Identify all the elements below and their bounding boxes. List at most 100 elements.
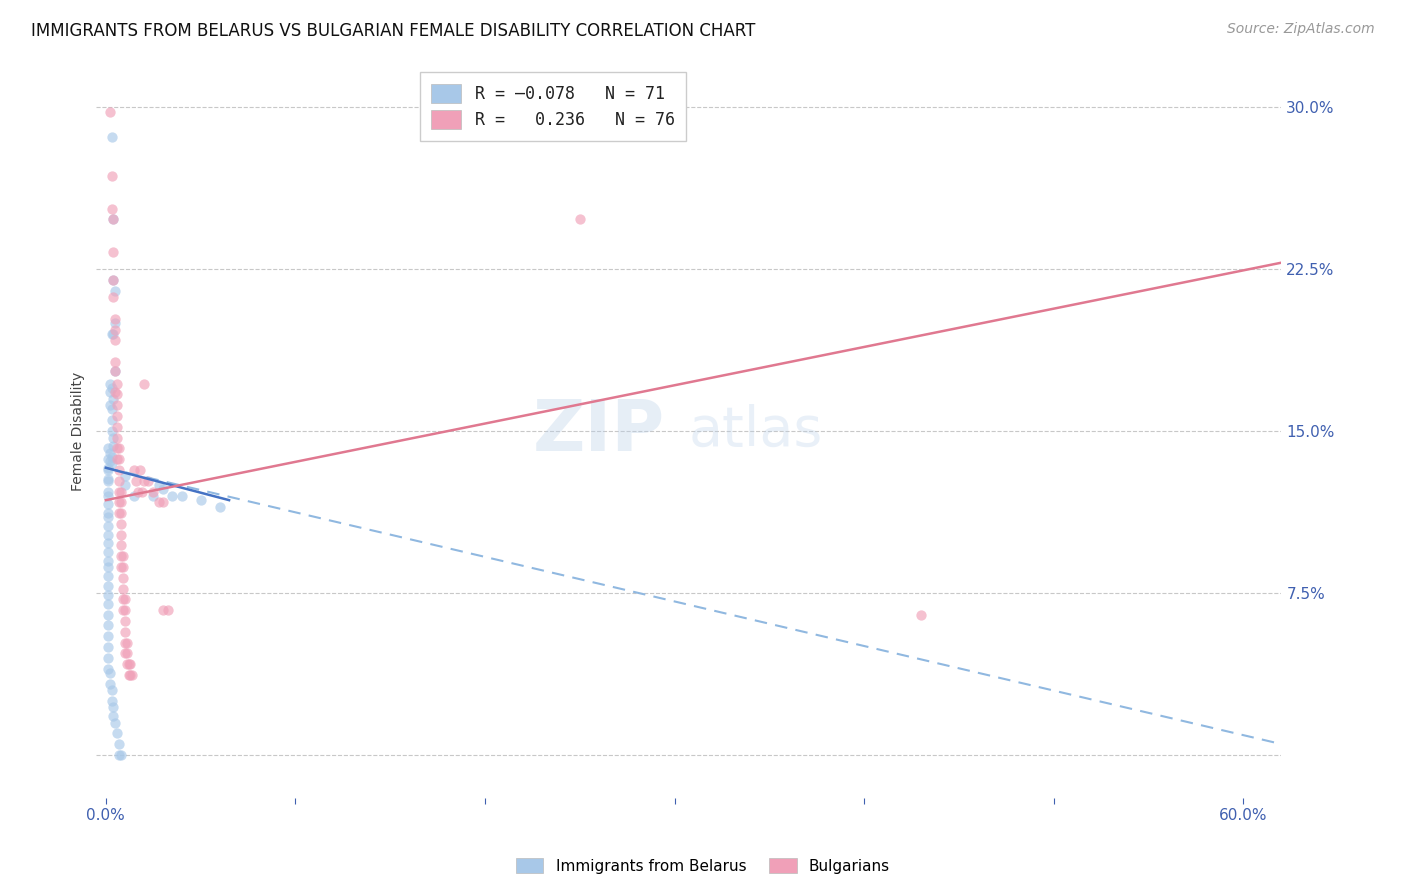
Point (103, 244, 125, 259)
Point (108, 442, 131, 456)
Point (127, 484, 149, 499)
Point (105, 431, 128, 445)
Point (108, 452, 131, 467)
Point (108, 737, 131, 751)
Point (97, 618, 120, 632)
Point (97, 607, 120, 622)
Point (170, 489, 193, 503)
Point (190, 493, 212, 508)
Point (142, 489, 165, 503)
Point (110, 495, 132, 509)
Point (103, 326, 125, 341)
Point (103, 273, 125, 287)
Point (104, 363, 127, 377)
Point (110, 560, 132, 574)
Point (100, 450, 122, 464)
Point (111, 592, 134, 607)
Point (110, 516, 132, 531)
Point (105, 376, 128, 391)
Point (136, 474, 159, 488)
Point (114, 647, 136, 661)
Point (97, 568, 120, 582)
Text: IMMIGRANTS FROM BELARUS VS BULGARIAN FEMALE DISABILITY CORRELATION CHART: IMMIGRANTS FROM BELARUS VS BULGARIAN FEM… (31, 22, 755, 40)
Point (98, 445, 121, 459)
Point (103, 290, 125, 304)
Point (152, 495, 174, 509)
Point (104, 363, 127, 377)
Point (100, 402, 122, 417)
Point (97, 452, 120, 467)
Point (103, 709, 125, 723)
Point (103, 392, 125, 406)
Point (97, 442, 120, 456)
Point (105, 726, 128, 740)
Point (103, 212, 125, 227)
Point (105, 398, 128, 412)
Point (97, 629, 120, 643)
Point (115, 647, 138, 661)
Point (97, 560, 120, 574)
Point (160, 489, 183, 503)
Point (98, 454, 121, 468)
Point (100, 457, 122, 471)
Point (105, 419, 128, 434)
Point (114, 603, 136, 617)
Point (142, 484, 165, 499)
Point (568, 212, 591, 227)
Point (100, 381, 122, 395)
Point (103, 431, 125, 445)
Point (97, 460, 120, 475)
Point (100, 202, 122, 216)
Point (110, 506, 132, 520)
Point (100, 130, 122, 145)
Point (97, 471, 120, 485)
Point (111, 560, 134, 574)
Point (98, 676, 121, 690)
Legend: Immigrants from Belarus, Bulgarians: Immigrants from Belarus, Bulgarians (510, 852, 896, 880)
Text: atlas: atlas (689, 404, 824, 458)
Point (208, 500, 231, 514)
Point (97, 519, 120, 533)
Point (98, 665, 121, 680)
Point (132, 474, 155, 488)
Point (131, 484, 153, 499)
Point (97, 580, 120, 594)
Text: Source: ZipAtlas.com: Source: ZipAtlas.com (1227, 22, 1375, 37)
Point (97, 498, 120, 512)
Point (97, 597, 120, 611)
Point (97, 661, 120, 675)
Point (114, 614, 136, 628)
Point (129, 463, 152, 477)
Point (98, 385, 121, 400)
Point (97, 489, 120, 503)
Point (97, 588, 120, 602)
Point (104, 284, 127, 298)
Point (97, 484, 120, 499)
Point (122, 463, 145, 477)
Point (103, 273, 125, 287)
Point (100, 169, 122, 184)
Point (125, 474, 148, 488)
Point (110, 747, 132, 762)
Point (105, 442, 128, 456)
Point (111, 549, 134, 564)
Point (114, 592, 136, 607)
Point (110, 484, 132, 499)
Point (103, 700, 125, 714)
Point (108, 747, 131, 762)
Point (114, 478, 136, 492)
Point (98, 398, 121, 412)
Point (98, 376, 121, 391)
Point (100, 424, 122, 438)
Point (105, 452, 128, 467)
Legend: R = –0.078   N = 71, R =   0.236   N = 76: R = –0.078 N = 71, R = 0.236 N = 76 (420, 72, 686, 141)
Point (104, 316, 127, 330)
Point (157, 603, 180, 617)
Point (97, 463, 120, 477)
Point (104, 355, 127, 369)
Point (115, 657, 138, 672)
Point (105, 409, 128, 423)
Point (111, 603, 134, 617)
Point (152, 483, 174, 497)
Point (110, 549, 132, 564)
